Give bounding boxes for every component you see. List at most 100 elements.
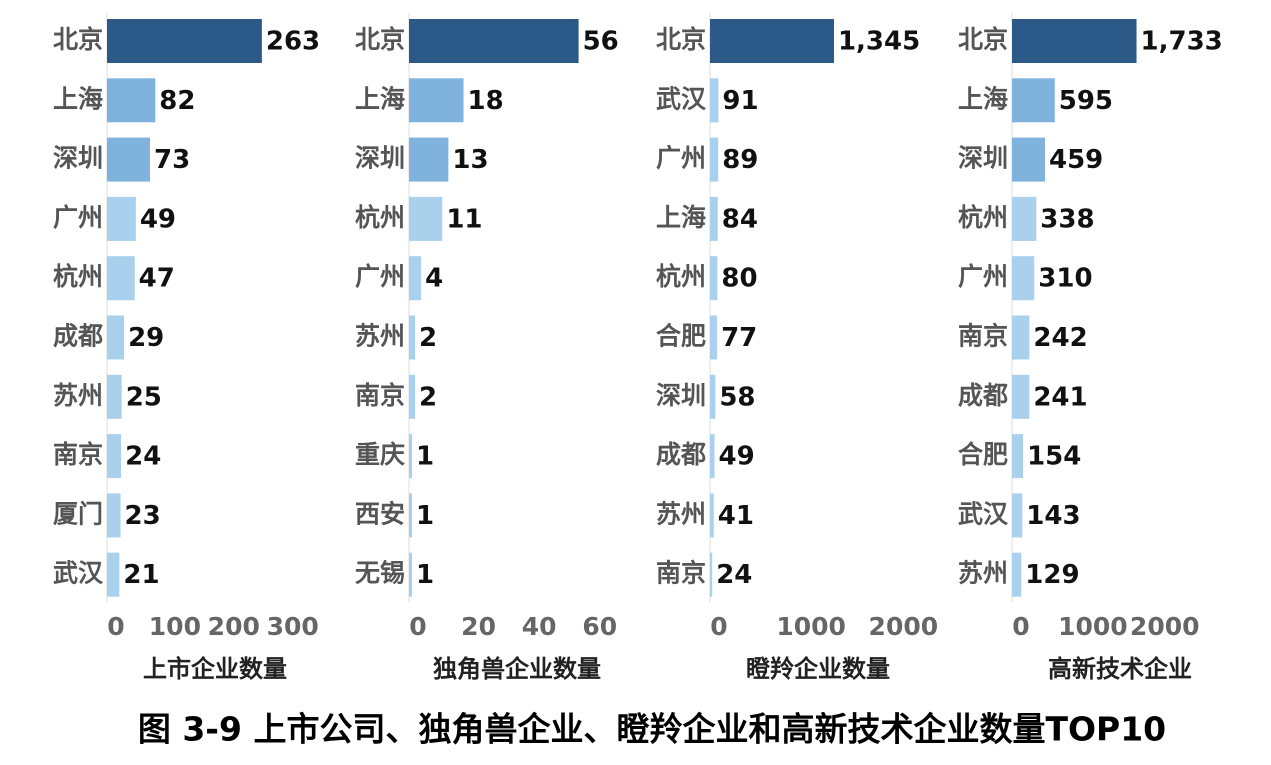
category-label: 苏州: [656, 499, 706, 528]
value-label: 89: [722, 145, 758, 175]
value-label: 242: [1033, 323, 1087, 353]
category-label: 北京: [958, 25, 1008, 54]
category-label: 武汉: [958, 499, 1009, 528]
value-label: 82: [159, 86, 195, 116]
category-label: 苏州: [355, 322, 405, 351]
x-tick-label: 100: [149, 612, 201, 641]
value-label: 49: [140, 204, 176, 234]
category-label: 重庆: [355, 440, 405, 469]
bar: [1012, 137, 1045, 182]
value-label: 91: [722, 86, 758, 116]
category-label: 合肥: [958, 440, 1008, 469]
value-label: 241: [1033, 382, 1087, 412]
bar: [107, 256, 135, 301]
category-label: 深圳: [656, 381, 706, 410]
value-label: 29: [128, 323, 164, 353]
value-label: 595: [1059, 86, 1113, 116]
x-tick-label: 0: [107, 612, 124, 641]
bar: [710, 256, 718, 301]
value-label: 18: [468, 86, 504, 116]
x-tick-label: 2000: [1130, 612, 1200, 641]
bar: [409, 19, 579, 63]
category-label: 上海: [53, 84, 103, 113]
category-label: 无锡: [355, 559, 405, 588]
bar: [107, 19, 262, 63]
value-label: 41: [718, 501, 754, 531]
category-label: 厦门: [53, 499, 103, 528]
bar: [107, 552, 120, 597]
value-label: 21: [123, 560, 159, 590]
value-label: 80: [721, 264, 757, 294]
value-label: 24: [716, 560, 752, 590]
bar: [710, 19, 834, 63]
value-label: 11: [446, 204, 482, 234]
bar: [710, 315, 718, 360]
bar: [107, 374, 122, 419]
category-label: 西安: [355, 499, 405, 528]
value-label: 1,733: [1141, 27, 1223, 57]
category-label: 广州: [53, 203, 103, 232]
value-label: 73: [154, 145, 190, 175]
value-label: 49: [719, 442, 755, 472]
x-tick-label: 0: [710, 612, 727, 641]
bar: [107, 315, 125, 360]
bar: [1012, 19, 1137, 63]
x-tick-label: 0: [1012, 612, 1029, 641]
value-label: 263: [266, 27, 320, 57]
bar: [107, 78, 156, 123]
value-label: 154: [1027, 442, 1081, 472]
bar: [1012, 315, 1030, 360]
bar: [1012, 196, 1037, 241]
category-label: 广州: [958, 262, 1008, 291]
value-label: 56: [583, 27, 619, 57]
value-label: 84: [722, 204, 758, 234]
category-label: 杭州: [958, 203, 1008, 232]
category-label: 南京: [53, 440, 103, 469]
category-label: 南京: [656, 559, 706, 588]
bar: [409, 315, 416, 360]
category-label: 南京: [958, 322, 1008, 351]
bar: [1012, 78, 1055, 123]
x-tick-label: 60: [582, 612, 617, 641]
category-label: 广州: [355, 262, 405, 291]
value-label: 1: [416, 560, 434, 590]
category-label: 上海: [355, 84, 405, 113]
bar: [107, 196, 136, 241]
bar: [409, 374, 416, 419]
category-label: 杭州: [53, 262, 103, 291]
bar: [710, 137, 719, 182]
x-tick-label: 1000: [1058, 612, 1128, 641]
bar: [1012, 552, 1022, 597]
figure-caption: 图 3-9 上市公司、独角兽企业、瞪羚企业和高新技术企业数量TOP10: [138, 710, 1166, 749]
x-tick-label: 20: [461, 612, 496, 641]
x-tick-label: 2000: [869, 612, 939, 641]
value-label: 459: [1049, 145, 1103, 175]
bar: [1012, 493, 1023, 538]
bar: [409, 552, 413, 597]
bar: [409, 78, 464, 123]
category-label: 深圳: [355, 144, 405, 173]
category-label: 上海: [656, 203, 706, 232]
category-label: 苏州: [53, 381, 103, 410]
bar: [107, 434, 122, 479]
value-label: 24: [125, 442, 161, 472]
x-tick-label: 300: [267, 612, 319, 641]
value-label: 129: [1025, 560, 1079, 590]
category-label: 成都: [958, 381, 1008, 410]
bar: [409, 256, 422, 301]
value-label: 2: [419, 382, 437, 412]
bar: [710, 434, 715, 479]
value-label: 23: [125, 501, 161, 531]
bar: [409, 137, 449, 182]
bar: [107, 137, 150, 182]
bar: [409, 196, 443, 241]
x-axis-label: 独角兽企业数量: [433, 655, 601, 683]
category-label: 武汉: [656, 84, 707, 113]
category-label: 深圳: [53, 144, 103, 173]
category-label: 杭州: [656, 262, 706, 291]
value-label: 25: [126, 382, 162, 412]
category-label: 苏州: [958, 559, 1008, 588]
bar: [1012, 374, 1030, 419]
value-label: 310: [1038, 264, 1092, 294]
